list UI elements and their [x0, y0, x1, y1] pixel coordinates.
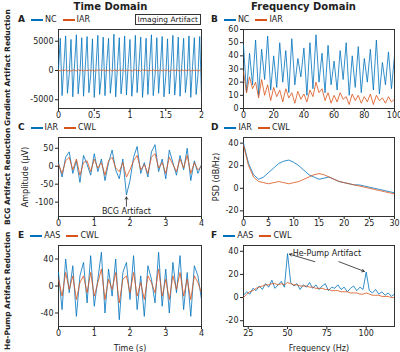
svg-text:-5000: -5000 — [30, 95, 53, 104]
svg-text:40: 40 — [228, 139, 238, 148]
svg-text:20: 20 — [269, 111, 279, 120]
svg-text:60: 60 — [329, 111, 339, 120]
svg-text:2: 2 — [127, 329, 132, 338]
html-text:CWL: CWL — [80, 231, 99, 240]
svg-text:25: 25 — [364, 219, 374, 228]
svg-text:25: 25 — [243, 329, 253, 338]
svg-text:50: 50 — [228, 38, 238, 47]
svg-text:0: 0 — [56, 329, 61, 338]
svg-text:PSD (dB/Hz): PSD (dB/Hz) — [212, 153, 221, 201]
svg-text:1: 1 — [127, 111, 132, 120]
svg-text:50: 50 — [282, 329, 292, 338]
svg-text:4: 4 — [199, 329, 204, 338]
svg-text:20: 20 — [228, 270, 238, 279]
html-text:IAR: IAR — [269, 15, 283, 24]
svg-text:40: 40 — [228, 51, 238, 60]
svg-text:15: 15 — [314, 219, 324, 228]
svg-text:1: 1 — [92, 329, 97, 338]
html-text:Gradient Artifact Reduction: Gradient Artifact Reduction — [2, 9, 12, 127]
svg-text:20: 20 — [228, 161, 238, 170]
html-text:Imaging Artifact: Imaging Artifact — [137, 15, 198, 24]
svg-text:10: 10 — [289, 219, 299, 228]
svg-text:80: 80 — [359, 111, 369, 120]
svg-text:30: 30 — [389, 219, 399, 228]
svg-text:-20: -20 — [225, 206, 238, 215]
html-text:Time Domain: Time Domain — [73, 1, 148, 12]
html-text:E: E — [18, 230, 25, 240]
svg-text:Amplitude (μV): Amplitude (μV) — [21, 147, 30, 207]
html-text:NC: NC — [45, 15, 57, 24]
svg-text:0: 0 — [48, 162, 53, 171]
svg-text:10: 10 — [228, 91, 238, 100]
html-text:IAR: IAR — [44, 123, 58, 132]
svg-text:0: 0 — [241, 219, 246, 228]
svg-text:40: 40 — [228, 247, 238, 256]
svg-text:3: 3 — [163, 219, 168, 228]
html-text:CWL: CWL — [273, 231, 292, 240]
html-text:A: A — [18, 14, 25, 24]
svg-text:2: 2 — [127, 219, 132, 228]
svg-text:5000: 5000 — [33, 37, 53, 46]
svg-text:0: 0 — [48, 282, 53, 291]
html-text:AAS: AAS — [44, 231, 61, 240]
svg-text:0: 0 — [56, 219, 61, 228]
svg-text:40: 40 — [43, 255, 53, 264]
html-text:He-Pump Artifact Reduction: He-Pump Artifact Reduction — [2, 231, 12, 351]
html-text:AAS: AAS — [237, 231, 254, 240]
svg-text:100: 100 — [387, 111, 400, 120]
svg-text:100: 100 — [359, 329, 374, 338]
html-text:Frequency Domain: Frequency Domain — [251, 1, 356, 12]
svg-text:0: 0 — [233, 104, 238, 113]
svg-text:0: 0 — [233, 184, 238, 193]
html-text:IAR: IAR — [76, 15, 90, 24]
svg-text:-50: -50 — [40, 180, 53, 189]
html-text:IAR: IAR — [238, 123, 252, 132]
svg-text:5: 5 — [266, 219, 271, 228]
svg-text:0: 0 — [48, 66, 53, 75]
svg-text:60: 60 — [228, 25, 238, 34]
html-text:BCG Artifact Reduction: BCG Artifact Reduction — [2, 127, 12, 225]
html-text:NC: NC — [237, 15, 250, 24]
svg-text:50: 50 — [43, 144, 53, 153]
html-text:B: B — [211, 14, 218, 24]
svg-text:Frequency (Hz): Frequency (Hz) — [289, 344, 349, 352]
html-text:F: F — [211, 230, 218, 240]
svg-text:Time (s): Time (s) — [113, 344, 147, 352]
svg-text:0.5: 0.5 — [88, 111, 101, 120]
html-text:CWL: CWL — [271, 123, 290, 132]
svg-text:0: 0 — [56, 111, 61, 120]
svg-text:4: 4 — [199, 219, 204, 228]
html-text:CWL: CWL — [78, 123, 96, 132]
svg-text:-20: -20 — [225, 316, 238, 325]
svg-text:3: 3 — [163, 329, 168, 338]
svg-text:0: 0 — [241, 111, 246, 120]
svg-text:-40: -40 — [40, 309, 53, 318]
svg-text:1.5: 1.5 — [159, 111, 172, 120]
svg-text:BCG Artifact: BCG Artifact — [102, 207, 151, 216]
html-text:C: C — [18, 122, 25, 132]
svg-text:20: 20 — [339, 219, 349, 228]
svg-text:2: 2 — [199, 111, 204, 120]
svg-text:20: 20 — [228, 78, 238, 87]
svg-text:1: 1 — [92, 219, 97, 228]
svg-text:He-Pump Artifact: He-Pump Artifact — [293, 249, 361, 258]
svg-text:75: 75 — [322, 329, 332, 338]
html-text:D: D — [211, 122, 219, 132]
svg-text:-100: -100 — [35, 198, 53, 207]
svg-text:0: 0 — [233, 293, 238, 302]
svg-text:40: 40 — [299, 111, 309, 120]
svg-text:30: 30 — [228, 65, 238, 74]
